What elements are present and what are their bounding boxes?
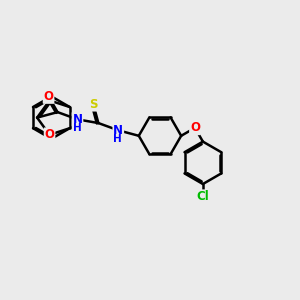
Text: O: O — [190, 121, 200, 134]
Text: H: H — [73, 123, 81, 133]
Text: N: N — [113, 124, 123, 137]
Text: N: N — [73, 113, 82, 126]
Text: Cl: Cl — [196, 190, 209, 203]
Text: O: O — [45, 128, 55, 141]
Text: O: O — [44, 90, 54, 103]
Text: S: S — [89, 98, 98, 111]
Text: H: H — [113, 134, 122, 144]
